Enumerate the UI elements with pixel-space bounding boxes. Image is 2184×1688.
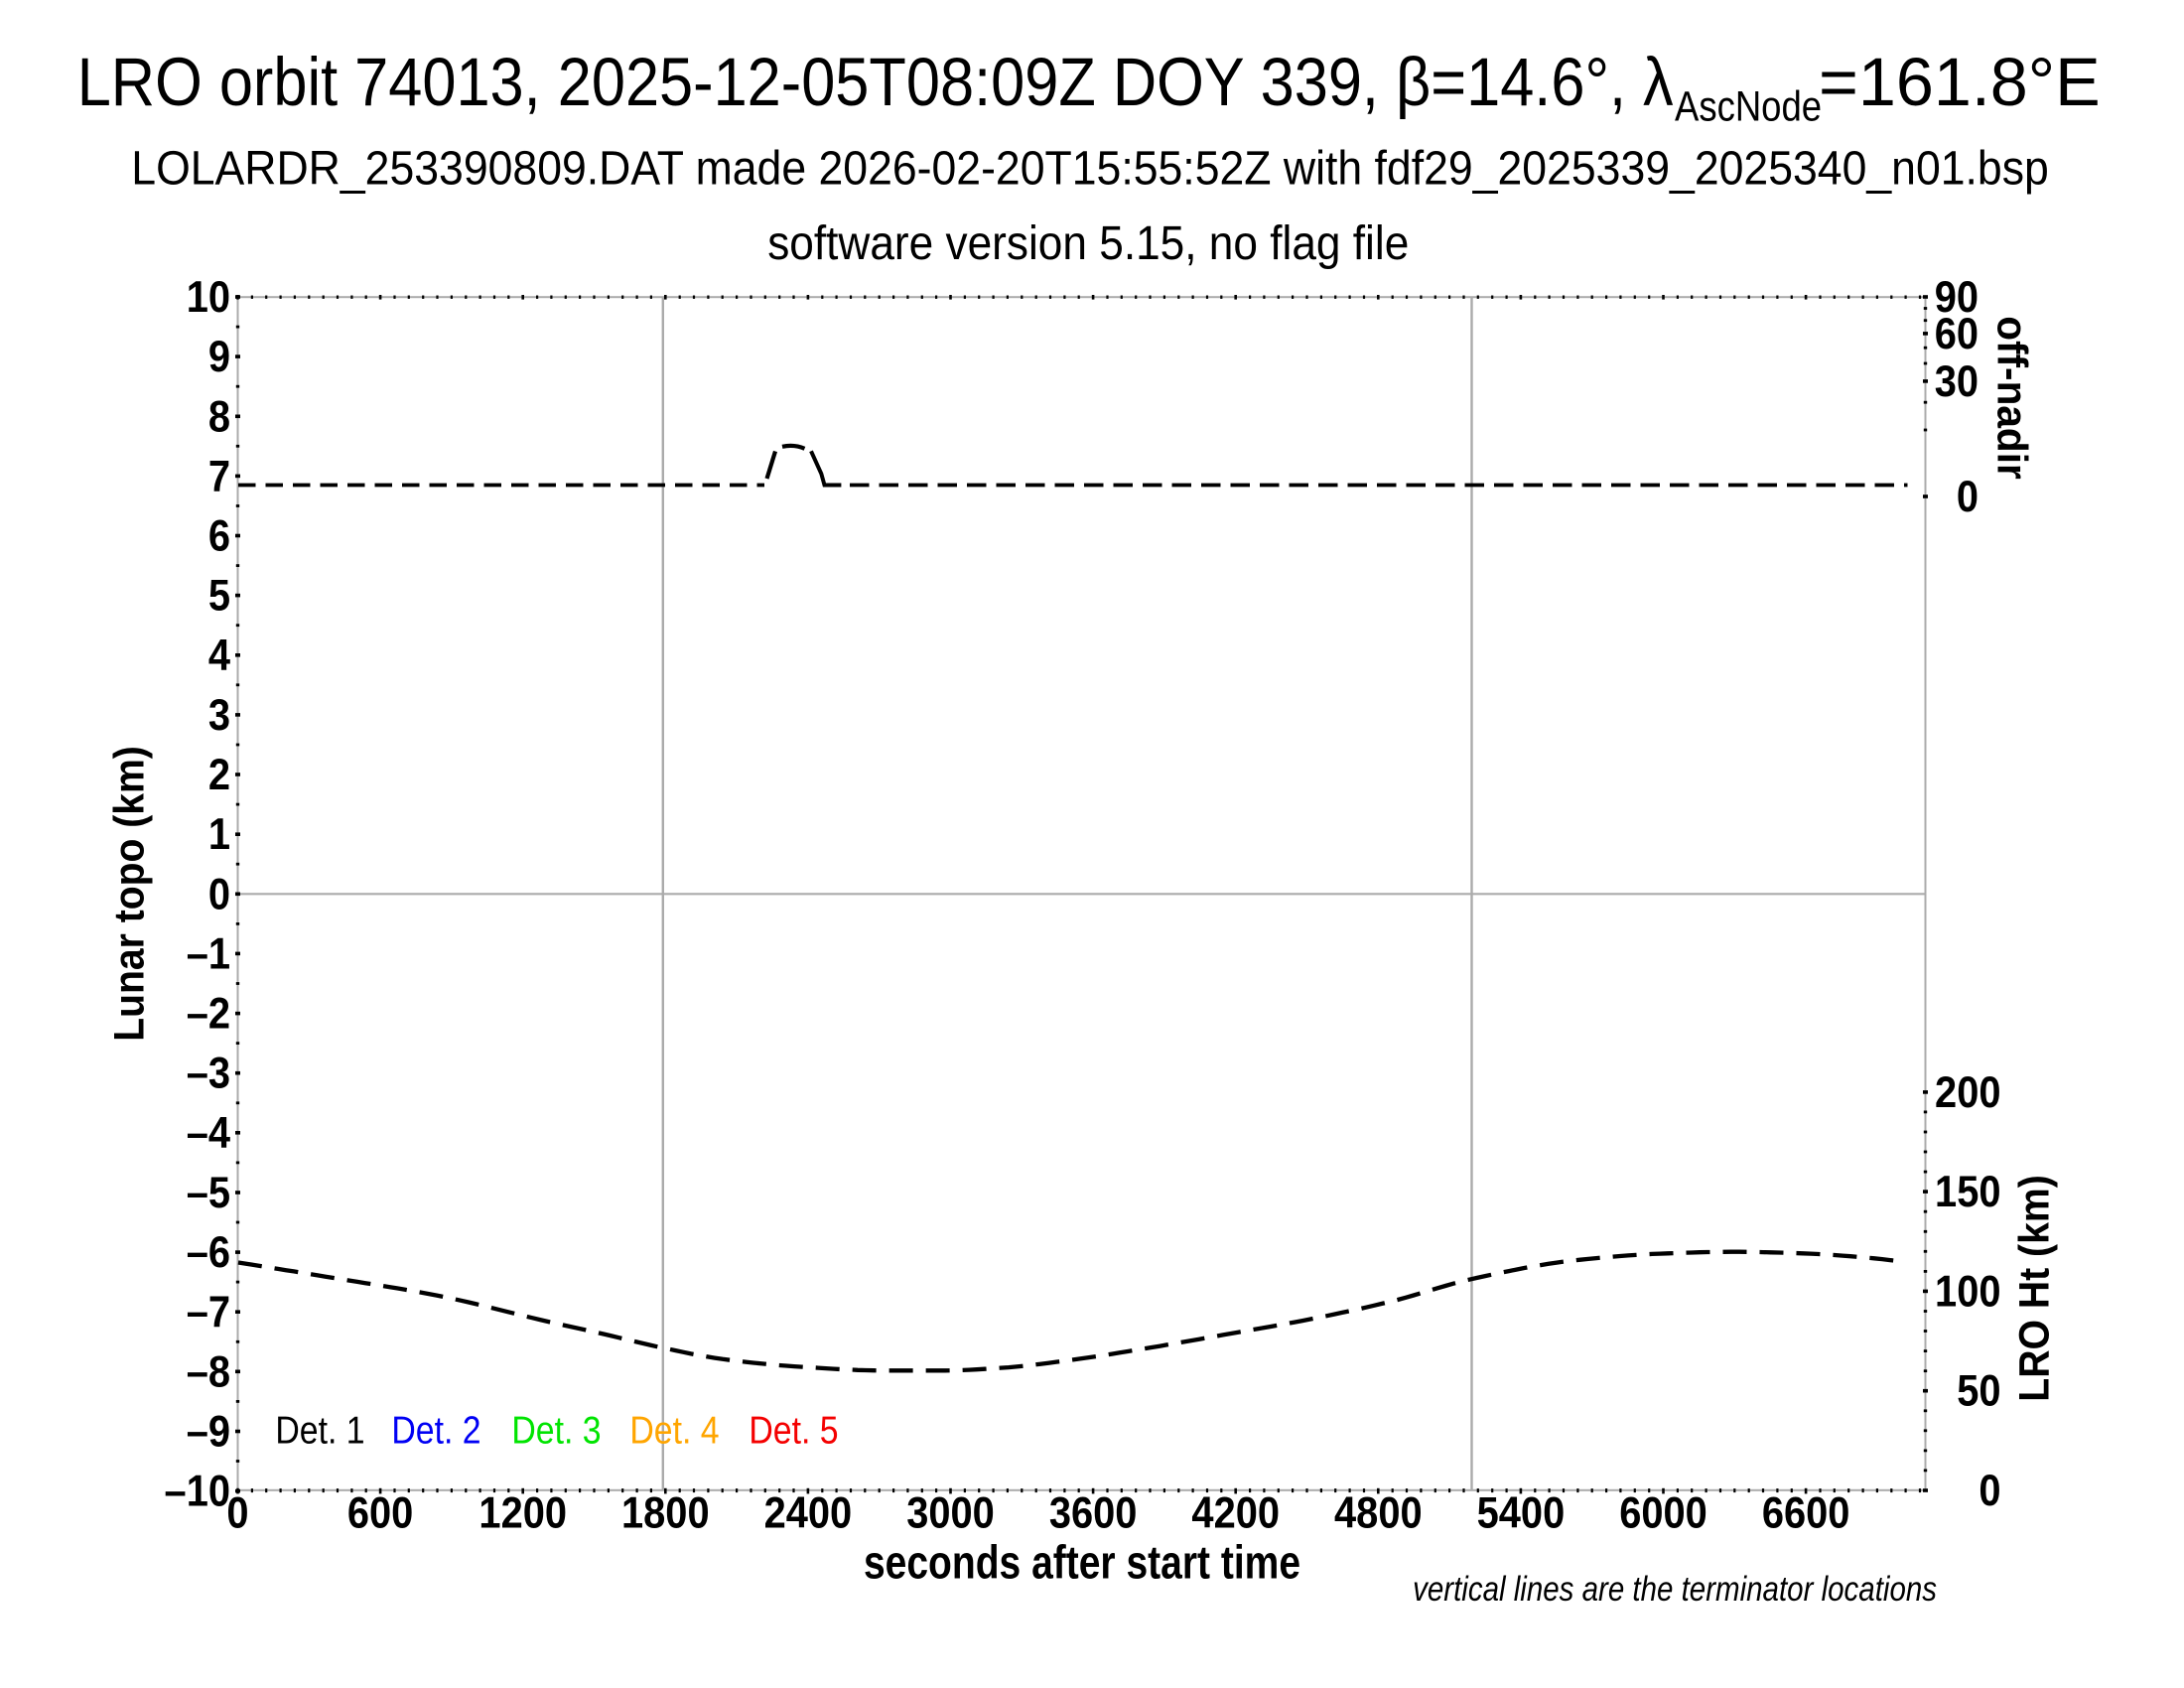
svg-text:–4: –4 xyxy=(187,1108,231,1158)
svg-text:4200: 4200 xyxy=(1191,1487,1280,1537)
svg-text:–10: –10 xyxy=(165,1467,230,1516)
svg-text:6: 6 xyxy=(208,510,230,560)
svg-text:60: 60 xyxy=(1935,309,1979,358)
svg-text:vertical lines are the termina: vertical lines are the terminator locati… xyxy=(1413,1570,1937,1609)
svg-text:100: 100 xyxy=(1935,1266,2000,1316)
svg-text:600: 600 xyxy=(347,1487,413,1537)
svg-text:Det. 1: Det. 1 xyxy=(275,1408,364,1452)
svg-text:8: 8 xyxy=(208,391,230,441)
svg-text:0: 0 xyxy=(208,869,230,918)
svg-text:–9: –9 xyxy=(187,1406,230,1456)
svg-text:1200: 1200 xyxy=(478,1487,567,1537)
svg-text:1: 1 xyxy=(208,809,230,859)
svg-text:LRO orbit 74013, 2025-12-05T08: LRO orbit 74013, 2025-12-05T08:09Z DOY 3… xyxy=(77,43,1674,119)
svg-text:3: 3 xyxy=(208,690,230,740)
svg-text:2400: 2400 xyxy=(764,1487,853,1537)
svg-text:=161.8°E: =161.8°E xyxy=(1819,43,2101,119)
svg-text:–8: –8 xyxy=(187,1346,230,1396)
svg-text:–7: –7 xyxy=(187,1287,230,1336)
svg-text:150: 150 xyxy=(1935,1167,2000,1216)
svg-text:Det. 2: Det. 2 xyxy=(391,1408,480,1452)
svg-text:10: 10 xyxy=(187,272,230,322)
svg-text:software version 5.15, no flag: software version 5.15, no flag file xyxy=(767,215,1409,269)
svg-text:9: 9 xyxy=(208,332,230,381)
svg-text:AscNode: AscNode xyxy=(1675,83,1822,130)
svg-text:6000: 6000 xyxy=(1619,1487,1707,1537)
svg-text:1800: 1800 xyxy=(621,1487,710,1537)
svg-text:6600: 6600 xyxy=(1762,1487,1850,1537)
svg-text:3600: 3600 xyxy=(1049,1487,1138,1537)
svg-text:–3: –3 xyxy=(187,1049,230,1098)
svg-text:0: 0 xyxy=(1979,1466,2000,1515)
svg-text:5400: 5400 xyxy=(1477,1487,1566,1537)
svg-text:4800: 4800 xyxy=(1334,1487,1423,1537)
svg-text:50: 50 xyxy=(1957,1366,2000,1416)
svg-text:–5: –5 xyxy=(187,1168,230,1217)
svg-text:0: 0 xyxy=(1957,472,1979,521)
svg-text:Lunar topo (km): Lunar topo (km) xyxy=(105,746,153,1042)
svg-text:–6: –6 xyxy=(187,1227,230,1277)
svg-text:Det. 4: Det. 4 xyxy=(629,1408,719,1452)
svg-text:90: 90 xyxy=(1935,272,1979,322)
svg-text:LRO Ht (km): LRO Ht (km) xyxy=(2010,1175,2058,1401)
svg-text:LOLARDR_253390809.DAT made 202: LOLARDR_253390809.DAT made 2026-02-20T15… xyxy=(131,141,2048,195)
svg-text:Det. 5: Det. 5 xyxy=(749,1408,838,1452)
svg-text:–1: –1 xyxy=(187,928,230,978)
svg-text:5: 5 xyxy=(208,571,230,621)
svg-text:off-nadir: off-nadir xyxy=(1988,316,2036,480)
svg-text:seconds after start time: seconds after start time xyxy=(864,1537,1300,1589)
svg-text:0: 0 xyxy=(226,1487,248,1537)
svg-text:30: 30 xyxy=(1935,356,1979,406)
svg-text:200: 200 xyxy=(1935,1067,2000,1117)
svg-text:2: 2 xyxy=(208,750,230,799)
svg-text:3000: 3000 xyxy=(906,1487,995,1537)
svg-text:Det. 3: Det. 3 xyxy=(511,1408,601,1452)
svg-text:–2: –2 xyxy=(187,989,230,1039)
svg-text:4: 4 xyxy=(208,631,231,680)
svg-text:7: 7 xyxy=(208,451,230,500)
